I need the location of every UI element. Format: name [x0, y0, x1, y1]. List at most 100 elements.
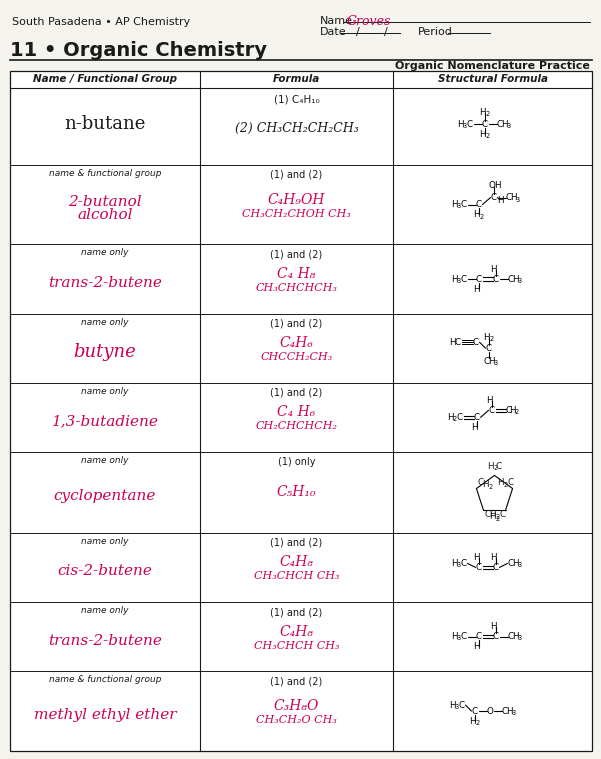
Text: 3: 3	[518, 635, 522, 641]
Text: C: C	[459, 701, 465, 710]
Text: 2: 2	[486, 134, 490, 140]
Text: H: H	[457, 120, 464, 129]
Text: C: C	[454, 338, 460, 347]
Text: alcohol: alcohol	[78, 207, 133, 222]
Text: name only: name only	[81, 456, 129, 465]
Text: C: C	[505, 193, 511, 202]
Text: C₄ H₆: C₄ H₆	[277, 405, 316, 420]
Text: H: H	[486, 396, 493, 405]
Text: H: H	[488, 357, 495, 366]
Text: 3: 3	[518, 562, 522, 568]
Text: C: C	[496, 120, 502, 129]
Bar	[10, 71, 592, 751]
Text: C: C	[481, 120, 487, 129]
Text: C₅H₁₀: C₅H₁₀	[276, 486, 316, 499]
Text: 3: 3	[512, 710, 516, 716]
Text: C₃H₈O: C₃H₈O	[274, 699, 319, 713]
Text: O: O	[486, 707, 493, 716]
Text: H: H	[473, 553, 480, 562]
Text: 2: 2	[488, 483, 493, 490]
Text: 2: 2	[515, 409, 519, 415]
Text: C: C	[495, 462, 502, 471]
Text: Structural Formula: Structural Formula	[438, 74, 548, 84]
Text: Organic Nomenclature Practice: Organic Nomenclature Practice	[395, 61, 590, 71]
Text: H: H	[489, 512, 496, 521]
Text: 3: 3	[516, 197, 520, 203]
Text: C: C	[501, 707, 508, 716]
Text: H: H	[447, 413, 454, 422]
Text: Date: Date	[320, 27, 347, 37]
Text: name only: name only	[81, 387, 129, 395]
Text: H: H	[473, 642, 480, 651]
Text: 2: 2	[496, 514, 500, 520]
Text: 3: 3	[457, 635, 461, 641]
Text: CH₃CH₂O CH₃: CH₃CH₂O CH₃	[256, 715, 337, 725]
Text: H: H	[449, 701, 456, 710]
Text: H: H	[451, 559, 458, 568]
Text: C: C	[472, 338, 478, 347]
Text: 3: 3	[455, 704, 459, 710]
Text: 2: 2	[475, 720, 480, 726]
Text: C: C	[475, 200, 481, 209]
Text: /: /	[356, 27, 360, 37]
Text: name only: name only	[81, 317, 129, 326]
Text: CH₃CH₂CHOH CH₃: CH₃CH₂CHOH CH₃	[242, 209, 351, 219]
Text: C₄H₉OH: C₄H₉OH	[268, 193, 325, 206]
Text: H: H	[512, 632, 519, 641]
Text: CH₃CHCH CH₃: CH₃CHCH CH₃	[254, 572, 339, 581]
Text: H: H	[451, 632, 458, 641]
Text: H: H	[506, 707, 513, 716]
Text: C: C	[492, 632, 499, 641]
Text: H: H	[451, 200, 458, 209]
Text: C: C	[475, 632, 481, 641]
Text: C: C	[489, 406, 495, 415]
Text: H: H	[512, 275, 519, 284]
Text: C: C	[492, 563, 499, 572]
Text: C: C	[507, 275, 514, 284]
Text: H: H	[473, 285, 480, 294]
Text: O: O	[488, 181, 495, 190]
Text: Name / Functional Group: Name / Functional Group	[33, 74, 177, 84]
Text: H: H	[510, 193, 517, 202]
Text: 2: 2	[480, 213, 484, 219]
Text: C: C	[460, 559, 466, 568]
Text: C₄H₈: C₄H₈	[279, 625, 314, 638]
Text: 3: 3	[457, 203, 461, 209]
Text: H: H	[479, 108, 486, 117]
Text: name & functional group: name & functional group	[49, 168, 161, 178]
Text: C: C	[460, 200, 466, 209]
Text: C: C	[477, 478, 483, 487]
Text: C₄H₈: C₄H₈	[279, 556, 314, 569]
Text: Groves: Groves	[347, 15, 391, 28]
Text: H: H	[512, 559, 519, 568]
Text: CH₃CHCH CH₃: CH₃CHCH CH₃	[254, 641, 339, 650]
Text: 3: 3	[463, 123, 467, 129]
Text: H: H	[482, 480, 489, 489]
Text: C: C	[499, 510, 505, 519]
Text: n-butane: n-butane	[64, 115, 145, 134]
Text: (1) C₄H₁₀: (1) C₄H₁₀	[273, 95, 319, 105]
Text: 3: 3	[457, 278, 461, 284]
Text: (1) and (2): (1) and (2)	[270, 388, 323, 398]
Text: C: C	[484, 510, 490, 519]
Text: H: H	[501, 120, 508, 129]
Text: 2: 2	[486, 112, 490, 118]
Text: 2: 2	[453, 416, 457, 422]
Text: C: C	[466, 120, 472, 129]
Text: 2: 2	[493, 465, 498, 471]
Text: (1) only: (1) only	[278, 457, 316, 467]
Text: (1) and (2): (1) and (2)	[270, 676, 323, 686]
Text: name & functional group: name & functional group	[49, 676, 161, 684]
Text: Period: Period	[418, 27, 453, 37]
Text: C: C	[474, 413, 480, 422]
Text: name only: name only	[81, 606, 129, 615]
Text: H: H	[451, 275, 458, 284]
Text: /: /	[384, 27, 388, 37]
Text: H: H	[469, 716, 476, 726]
Text: Formula: Formula	[273, 74, 320, 84]
Text: 3: 3	[518, 278, 522, 284]
Text: C₄H₆: C₄H₆	[279, 336, 314, 350]
Text: C: C	[456, 413, 463, 422]
Text: 1,3-butadiene: 1,3-butadiene	[52, 414, 159, 428]
Text: H: H	[509, 406, 516, 415]
